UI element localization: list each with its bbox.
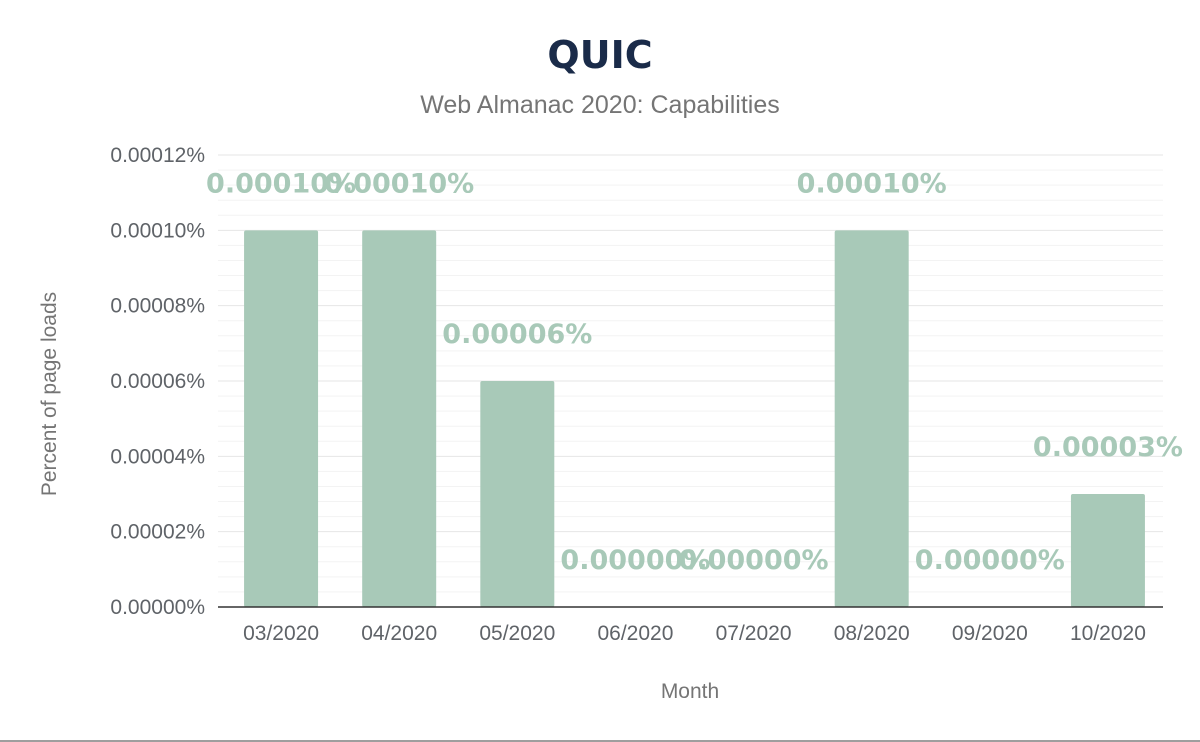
chart-title: QUIC xyxy=(547,33,652,77)
y-tick-label: 0.00000% xyxy=(110,596,205,619)
bar xyxy=(362,230,437,608)
x-tick-label: 10/2020 xyxy=(1070,622,1146,645)
data-label: 0.00010% xyxy=(206,168,356,199)
data-label: 0.00006% xyxy=(442,319,592,350)
x-tick-label: 06/2020 xyxy=(597,622,673,645)
chart-subtitle: Web Almanac 2020: Capabilities xyxy=(420,91,779,119)
x-tick-label: 03/2020 xyxy=(243,622,319,645)
x-tick-label: 07/2020 xyxy=(716,622,792,645)
y-tick-label: 0.00012% xyxy=(110,144,205,167)
data-labels: 0.00010%0.00010%0.00006%0.00000%0.00000%… xyxy=(206,168,1183,576)
y-tick-label: 0.00002% xyxy=(110,521,205,544)
y-tick-label: 0.00010% xyxy=(110,219,205,242)
x-tick-label: 09/2020 xyxy=(952,622,1028,645)
x-axis-label: Month xyxy=(661,680,719,703)
y-tick-label: 0.00006% xyxy=(110,370,205,393)
bar xyxy=(834,230,909,608)
y-tick-label: 0.00004% xyxy=(110,445,205,468)
data-label: 0.00010% xyxy=(324,168,474,199)
gridlines xyxy=(218,154,1163,608)
bar xyxy=(244,230,319,608)
x-axis-ticks: 03/2020 04/2020 05/2020 06/2020 07/2020 08/20… xyxy=(243,622,1146,645)
y-axis-label: Percent of page loads xyxy=(38,292,61,496)
x-tick-label: 04/2020 xyxy=(361,622,437,645)
data-label: 0.00010% xyxy=(797,168,947,199)
y-axis-ticks: 0.00000% 0.00002% 0.00004% 0.00006% 0.00008%… xyxy=(110,144,205,619)
data-label: 0.00000% xyxy=(679,545,829,576)
data-label: 0.00003% xyxy=(1033,432,1183,463)
data-label: 0.00000% xyxy=(560,545,710,576)
bar xyxy=(1070,494,1145,607)
data-label: 0.00000% xyxy=(915,545,1065,576)
x-tick-label: 05/2020 xyxy=(479,622,555,645)
bar xyxy=(480,381,555,607)
bars xyxy=(244,230,1145,608)
x-tick-label: 08/2020 xyxy=(834,622,910,645)
y-tick-label: 0.00008% xyxy=(110,295,205,318)
